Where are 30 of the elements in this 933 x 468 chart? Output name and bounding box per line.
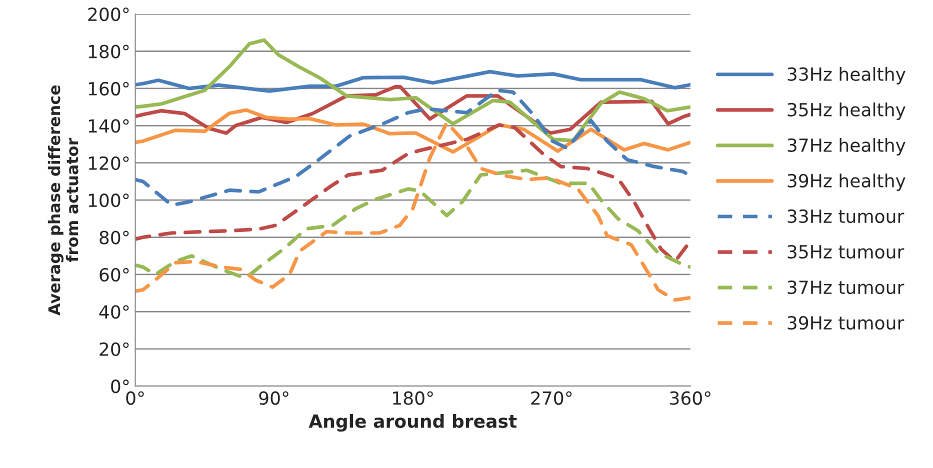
y-tick-label: 100° [88, 194, 129, 208]
x-tick-label: 90° [259, 391, 288, 405]
y-tick-label: 20° [100, 342, 129, 356]
legend-label: 39Hz healthy [788, 174, 906, 192]
legend-label: 35Hz healthy [788, 102, 906, 120]
line-series [135, 38, 690, 142]
x-tick-label: 180° [393, 391, 433, 405]
legend-label: 33Hz healthy [788, 66, 906, 84]
y-tick-label: 60° [100, 268, 129, 282]
y-axis-title: Average phase difference from actuator [48, 85, 78, 316]
y-tick-label: 160° [88, 82, 129, 96]
y-tick-label: 120° [88, 156, 129, 170]
line-series [135, 168, 690, 280]
y-tick-label: 80° [100, 230, 129, 244]
y-tick-label: 180° [88, 44, 129, 58]
y-tick-label: 0° [111, 380, 129, 394]
y-tick-label: 200° [88, 8, 129, 22]
y-tick-label: 140° [88, 119, 129, 133]
legend-label: 37Hz tumour [788, 280, 904, 294]
y-tick-label: 40° [99, 305, 129, 319]
legend-label: 35Hz tumour [788, 244, 904, 259]
x-tick-label: 270° [531, 391, 572, 405]
x-tick-label: 360° [670, 391, 710, 405]
line-series [135, 70, 690, 93]
line-series [135, 88, 690, 207]
legend-label: 33Hz tumour [788, 209, 904, 224]
x-tick-label: 0° [126, 391, 144, 405]
x-axis-title: Angle around breast [308, 414, 517, 432]
legend-label: 37Hz healthy [788, 138, 906, 156]
legend-label: 39Hz tumour [788, 316, 904, 330]
